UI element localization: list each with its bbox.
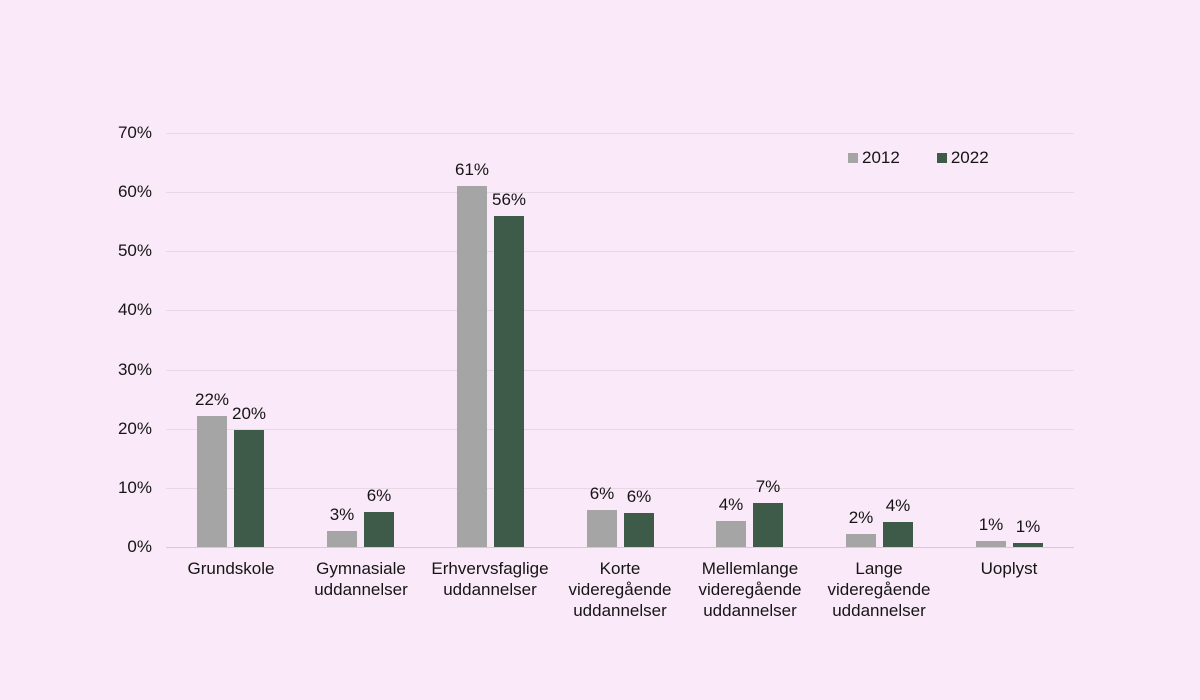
x-axis-category-label-line: Uoplyst (980, 559, 1038, 578)
x-axis-category-label: Gymnasiale uddannelser (286, 558, 436, 600)
x-axis-category-label-line: Lange (855, 559, 903, 578)
legend-label: 2022 (950, 148, 989, 167)
gridline (166, 133, 1074, 134)
x-axis-category-label-line: Erhvervsfaglige (431, 559, 549, 578)
bar-2022 (234, 430, 264, 547)
bar-2022 (624, 513, 654, 547)
y-axis-tick-label: 70% (117, 123, 152, 142)
bar-value-label: 2% (848, 508, 874, 527)
legend-label: 2012 (862, 148, 900, 167)
x-axis-category-label-line: Korte (599, 559, 641, 578)
bar-value-label: 1% (978, 515, 1004, 534)
bar-2022 (753, 503, 783, 547)
bar-value-label: 4% (718, 495, 744, 514)
bar-2022 (883, 522, 913, 547)
x-axis-category-label-line: uddannelser (703, 601, 797, 620)
x-axis-category-label: Erhvervsfaglige uddannelser (415, 558, 565, 600)
y-axis-tick-label: 20% (117, 419, 152, 438)
bar-value-label: 3% (329, 505, 355, 524)
x-axis-category-label-line: Gymnasiale (316, 559, 406, 578)
bar-value-label: 1% (1015, 517, 1041, 536)
bar-value-label: 61% (454, 160, 490, 179)
bar-value-label: 56% (491, 190, 527, 209)
bar-2022 (1013, 543, 1043, 547)
x-axis-category-label-line: videregående (827, 580, 931, 599)
bar-2012 (327, 531, 357, 547)
x-axis-category-label: Korte videregående uddannelser (545, 558, 695, 621)
x-axis-category-label-line: uddannelser (573, 601, 667, 620)
gridline (166, 370, 1074, 371)
x-axis-category-label: Mellemlange videregående uddannelser (675, 558, 825, 621)
y-axis-tick-label: 0% (127, 537, 152, 556)
bar-2012 (197, 416, 227, 547)
x-axis-category-label-line: uddannelser (832, 601, 926, 620)
legend-swatch-icon (848, 153, 858, 163)
bar-2012 (716, 521, 746, 547)
x-axis-category-label-line: Mellemlange (701, 559, 799, 578)
y-axis-tick-label: 30% (117, 360, 152, 379)
bar-2012 (587, 510, 617, 547)
bar-value-label: 4% (885, 496, 911, 515)
x-axis-category-label: Lange videregående uddannelser (804, 558, 954, 621)
gridline (166, 251, 1074, 252)
x-axis-category-label-line: videregående (698, 580, 802, 599)
y-axis-tick-label: 40% (117, 300, 152, 319)
legend: 2012 2022 (848, 148, 989, 168)
gridline (166, 310, 1074, 311)
y-axis-tick-label: 60% (117, 182, 152, 201)
gridline (166, 488, 1074, 489)
x-axis-category-label-line: Grundskole (187, 559, 275, 578)
y-axis-tick-label: 50% (117, 241, 152, 260)
legend-item-2022: 2022 (936, 148, 989, 168)
x-axis-category-label-line: uddannelser (443, 580, 537, 599)
gridline (166, 192, 1074, 193)
legend-item-2012: 2012 (848, 148, 900, 168)
x-axis-category-label-line: videregående (568, 580, 672, 599)
bar-2012 (846, 534, 876, 547)
y-axis-tick-label: 10% (117, 478, 152, 497)
x-axis-category-label: Grundskole (156, 558, 306, 579)
bar-value-label: 6% (366, 486, 392, 505)
x-axis-category-label: Uoplyst (934, 558, 1084, 579)
bar-2022 (494, 216, 524, 547)
bar-value-label: 6% (589, 484, 615, 503)
x-axis-line (166, 547, 1074, 548)
bar-value-label: 22% (194, 390, 230, 409)
bar-value-label: 7% (755, 477, 781, 496)
bar-2012 (457, 186, 487, 547)
bar-value-label: 6% (626, 487, 652, 506)
gridline (166, 429, 1074, 430)
bar-2022 (364, 512, 394, 547)
legend-swatch-icon (936, 153, 947, 163)
bar-2012 (976, 541, 1006, 547)
bar-value-label: 20% (231, 404, 267, 423)
x-axis-category-label-line: uddannelser (314, 580, 408, 599)
